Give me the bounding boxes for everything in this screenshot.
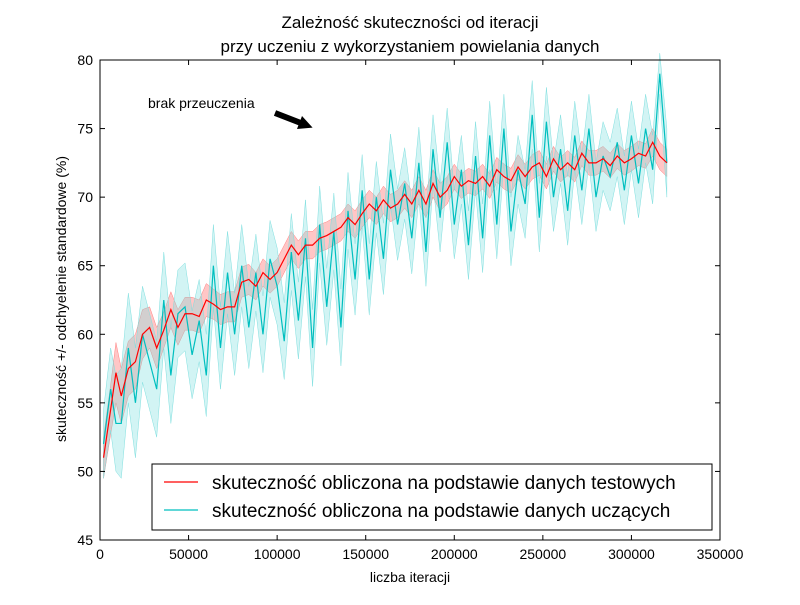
- y-axis-label: skuteczność +/- odchyelenie standardowe …: [53, 156, 69, 442]
- x-axis-label: liczba iteracji: [370, 569, 450, 585]
- x-tick-label: 300000: [608, 546, 655, 562]
- std-band-series-2: [103, 53, 668, 479]
- series-line-2: [102, 73, 668, 445]
- y-tick-label: 80: [77, 52, 93, 68]
- x-tick-label: 150000: [342, 546, 389, 562]
- y-tick-label: 50: [77, 463, 93, 479]
- x-tick-label: 50000: [169, 546, 208, 562]
- legend-box: [151, 463, 713, 531]
- annotation: brak przeuczenia: [148, 95, 313, 129]
- plot-area-frame: [99, 59, 721, 541]
- chart-title-line-1: Zależność skuteczności od iteracji: [281, 13, 538, 32]
- y-tick-label: 70: [77, 189, 93, 205]
- legend-label-2: skuteczność obliczona na podstawie danyc…: [212, 501, 670, 522]
- x-axis-ticks: 0 50000 100000 150000 200000 250000 300000 3500…: [96, 60, 744, 562]
- legend-label-1: skuteczność obliczona na podstawie danyc…: [212, 473, 676, 494]
- y-tick-label: 45: [77, 532, 93, 548]
- y-tick-label: 60: [77, 326, 93, 342]
- y-tick-label: 65: [77, 258, 93, 274]
- legend-items: skuteczność obliczona na podstawie danyc…: [164, 473, 676, 522]
- annotation-arrow-icon: [273, 110, 313, 129]
- x-tick-label: 200000: [431, 546, 478, 562]
- y-tick-label: 55: [77, 395, 93, 411]
- legend: skuteczność obliczona na podstawie danyc…: [151, 463, 713, 531]
- series-lines: [102, 73, 668, 458]
- annotation-text: brak przeuczenia: [148, 95, 255, 111]
- chart-title-line-2: przy uczeniu z wykorzystaniem powielania…: [221, 37, 600, 56]
- x-tick-label: 250000: [519, 546, 566, 562]
- x-tick-label: 100000: [254, 546, 301, 562]
- series-line-1: [102, 140, 668, 458]
- x-tick-label: 350000: [697, 546, 744, 562]
- x-tick-label: 0: [96, 546, 104, 562]
- y-tick-label: 75: [77, 121, 93, 137]
- y-axis-ticks: 45 50 55 60 65 70 75 80: [77, 52, 720, 548]
